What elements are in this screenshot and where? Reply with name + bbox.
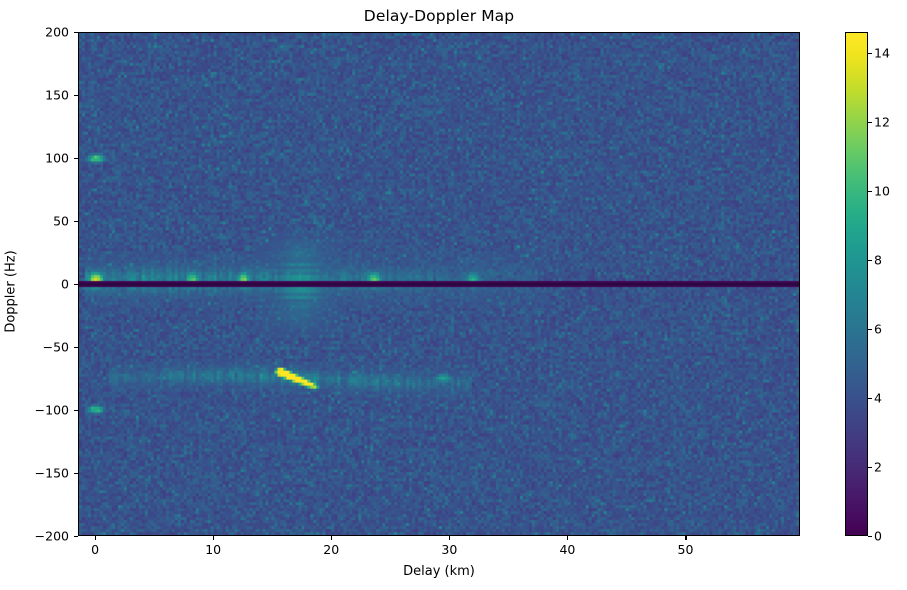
y-tick-mark bbox=[74, 410, 78, 412]
colorbar-tick-mark bbox=[868, 259, 872, 261]
x-tick-label: 20 bbox=[323, 542, 340, 557]
x-tick-mark bbox=[213, 536, 215, 540]
x-tick-mark bbox=[331, 536, 333, 540]
x-axis-label: Delay (km) bbox=[403, 564, 475, 579]
y-tick-label: 200 bbox=[45, 24, 69, 40]
colorbar-tick-label: 12 bbox=[874, 114, 890, 130]
y-tick-label: 0 bbox=[61, 276, 69, 292]
y-tick-mark bbox=[74, 158, 78, 160]
colorbar-tick-label: 0 bbox=[874, 528, 882, 544]
y-tick-mark bbox=[74, 473, 78, 475]
colorbar-tick-mark bbox=[868, 328, 872, 330]
colorbar-tick-label: 4 bbox=[874, 390, 882, 406]
colorbar-tick-mark bbox=[868, 52, 872, 54]
y-tick-mark bbox=[74, 536, 78, 538]
y-tick-mark bbox=[74, 221, 78, 223]
x-tick-mark bbox=[685, 536, 687, 540]
colorbar-tick-mark bbox=[868, 121, 872, 123]
y-tick-label: −200 bbox=[34, 528, 69, 544]
colorbar-tick-label: 14 bbox=[874, 45, 890, 61]
colorbar-tick-label: 8 bbox=[874, 252, 882, 268]
x-tick-label: 40 bbox=[559, 542, 576, 557]
x-tick-mark bbox=[95, 536, 97, 540]
colorbar-tick-mark bbox=[868, 190, 872, 192]
colorbar-tick-mark bbox=[868, 536, 872, 538]
colorbar-tick-label: 6 bbox=[874, 321, 882, 337]
colorbar-gradient bbox=[846, 33, 867, 535]
page-title: Delay-Doppler Map bbox=[363, 7, 515, 25]
y-tick-label: 150 bbox=[45, 87, 69, 103]
y-axis-label: Doppler (Hz) bbox=[3, 250, 19, 333]
y-tick-label: 100 bbox=[45, 150, 69, 166]
x-tick-mark bbox=[449, 536, 451, 540]
x-tick-label: 50 bbox=[677, 542, 694, 557]
y-tick-label: −100 bbox=[34, 402, 69, 418]
x-tick-label: 30 bbox=[441, 542, 458, 557]
x-tick-label: 10 bbox=[205, 542, 222, 557]
colorbar-tick-mark bbox=[868, 466, 872, 469]
y-tick-label: 50 bbox=[53, 213, 69, 229]
y-tick-label: −150 bbox=[34, 465, 69, 481]
y-tick-mark bbox=[74, 32, 78, 34]
colorbar-tick-label: 10 bbox=[874, 183, 890, 199]
y-tick-mark bbox=[74, 284, 78, 286]
colorbar[interactable] bbox=[845, 32, 868, 536]
colorbar-tick-mark bbox=[868, 397, 872, 399]
x-tick-label: 0 bbox=[91, 542, 100, 557]
delay-doppler-heatmap bbox=[79, 33, 799, 535]
x-tick-mark bbox=[567, 536, 569, 540]
y-tick-mark bbox=[74, 95, 78, 97]
plot-area[interactable] bbox=[78, 32, 800, 536]
y-tick-label: −50 bbox=[42, 339, 69, 355]
y-tick-mark bbox=[74, 347, 78, 349]
colorbar-tick-label: 2 bbox=[874, 459, 882, 475]
